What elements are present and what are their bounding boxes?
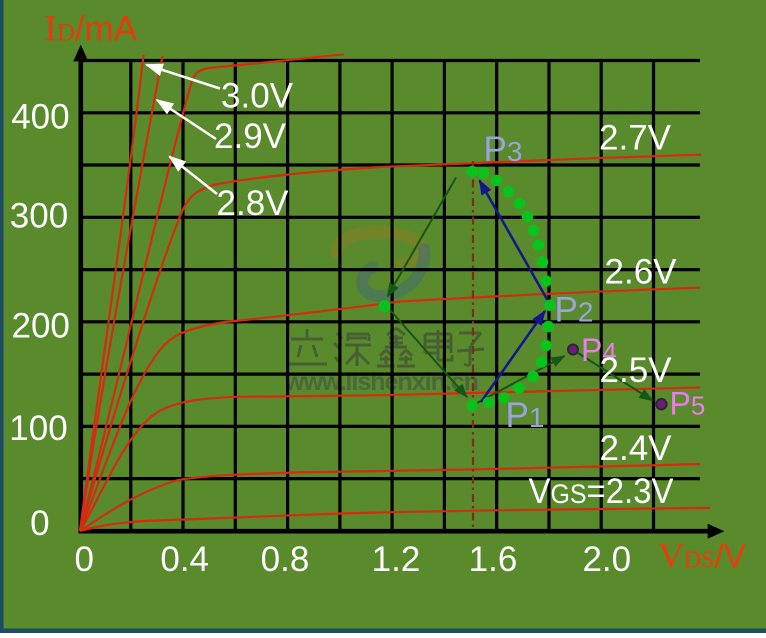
svg-text:0.8: 0.8 — [261, 540, 310, 579]
svg-text:2.9V: 2.9V — [214, 117, 287, 156]
svg-text:P4: P4 — [581, 332, 617, 368]
svg-text:100: 100 — [9, 409, 67, 448]
svg-text:300: 300 — [10, 197, 68, 236]
svg-text:1.6: 1.6 — [469, 540, 518, 579]
svg-text:P2: P2 — [555, 291, 594, 330]
svg-text:VGS=2.3V: VGS=2.3V — [529, 472, 675, 511]
svg-text:200: 200 — [11, 307, 69, 346]
svg-text:400: 400 — [11, 97, 69, 136]
svg-text:2.6V: 2.6V — [605, 253, 678, 292]
svg-text:P1: P1 — [506, 396, 545, 435]
svg-text:0: 0 — [74, 540, 93, 579]
svg-text:2.0: 2.0 — [582, 540, 631, 579]
svg-text:1.2: 1.2 — [372, 540, 421, 579]
svg-text:P5: P5 — [670, 386, 706, 422]
svg-text:0: 0 — [30, 504, 49, 543]
svg-text:2.5V: 2.5V — [600, 351, 673, 390]
svg-text:2.4V: 2.4V — [600, 429, 673, 468]
svg-text:www.lishenxin.cn: www.lishenxin.cn — [284, 368, 479, 396]
svg-text:2.7V: 2.7V — [599, 119, 672, 158]
svg-text:0.4: 0.4 — [160, 540, 209, 579]
svg-text:3.0V: 3.0V — [221, 77, 294, 116]
svg-text:P3: P3 — [484, 130, 523, 169]
svg-text:2.8V: 2.8V — [217, 184, 290, 223]
